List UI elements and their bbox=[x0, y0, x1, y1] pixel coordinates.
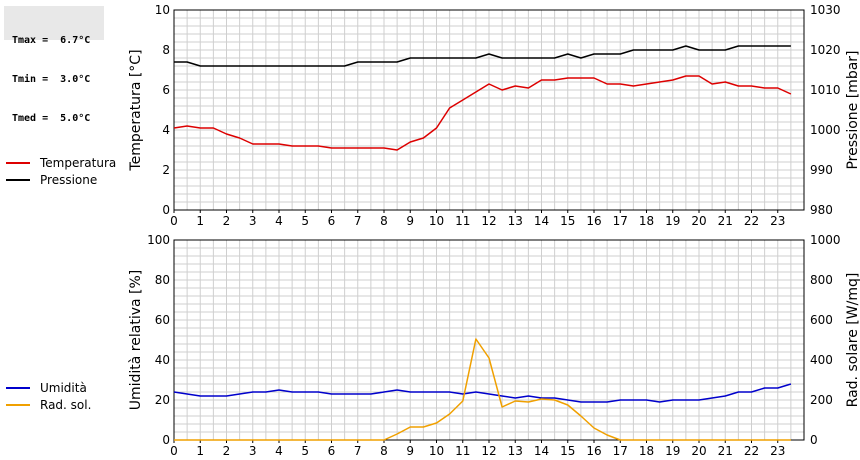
legend-label-umidita: Umidità bbox=[40, 380, 87, 395]
panel2-ytick-left-label: 100 bbox=[147, 233, 170, 247]
panel2-xtick-label: 7 bbox=[354, 444, 362, 458]
panel2-ylabel-left: Umidità relativa [%] bbox=[128, 270, 144, 411]
legend-label-rad-sol: Rad. sol. bbox=[40, 397, 92, 412]
panel1-xtick-label: 7 bbox=[354, 214, 362, 228]
panel1-xtick-label: 18 bbox=[639, 214, 654, 228]
panel1-ytick-left-label: 2 bbox=[162, 163, 170, 177]
series-line-temperatura bbox=[173, 75, 792, 151]
legend-label-temperatura: Temperatura bbox=[40, 155, 117, 170]
panel1-xtick-label: 23 bbox=[770, 214, 785, 228]
panel2-xtick-label: 0 bbox=[170, 444, 178, 458]
panel2-ytick-left-label: 20 bbox=[155, 393, 170, 407]
panel2-ytick-right-label: 1000 bbox=[810, 233, 841, 247]
panel2-xtick-label: 5 bbox=[301, 444, 309, 458]
panel1-ytick-right-label: 1010 bbox=[810, 83, 841, 97]
panel2-ytick-right-label: 600 bbox=[810, 313, 833, 327]
panel1-ylabel-right: Pressione [mbar] bbox=[845, 50, 860, 169]
legend-item-pressione: Pressione bbox=[6, 171, 116, 188]
legend-item-umidita: Umidità bbox=[6, 379, 91, 396]
panel1-ytick-right-label: 1020 bbox=[810, 43, 841, 57]
panel2-xtick-label: 23 bbox=[770, 444, 785, 458]
panel1-ytick-left-label: 0 bbox=[162, 203, 170, 217]
stats-box: Tmax = 6.7°C Tmin = 3.0°C Tmed = 5.0°C bbox=[4, 6, 104, 124]
panel2-ytick-right-label: 400 bbox=[810, 353, 833, 367]
temperatura-swatch bbox=[6, 161, 30, 164]
legend-item-rad-sol: Rad. sol. bbox=[6, 396, 91, 413]
tmax-stat: Tmax = 6.7°C bbox=[12, 35, 91, 46]
panel2-ytick-right-label: 0 bbox=[810, 433, 818, 447]
panel2-ylabel-right: Rad. solare [W/mq] bbox=[845, 273, 860, 408]
panel1-ytick-right-label: 1030 bbox=[810, 3, 841, 17]
legend-bottom: Umidità Rad. sol. bbox=[6, 379, 91, 413]
panel1-xtick-label: 14 bbox=[534, 214, 549, 228]
panel1-xtick-label: 13 bbox=[508, 214, 523, 228]
panel2-xtick-label: 21 bbox=[718, 444, 733, 458]
panel1-xtick-label: 11 bbox=[455, 214, 470, 228]
panel2-ytick-left-label: 40 bbox=[155, 353, 170, 367]
panel1-ytick-left-label: 6 bbox=[162, 83, 170, 97]
panel2-xtick-label: 2 bbox=[223, 444, 231, 458]
panel1-xtick-label: 5 bbox=[301, 214, 309, 228]
pressione-swatch bbox=[6, 178, 30, 181]
panel2-xtick-label: 17 bbox=[613, 444, 628, 458]
panel1-ytick-left-label: 10 bbox=[155, 3, 170, 17]
panel2-xtick-label: 16 bbox=[586, 444, 601, 458]
panel1-xtick-label: 22 bbox=[744, 214, 759, 228]
legend-item-temperatura: Temperatura bbox=[6, 154, 116, 171]
legend-label-pressione: Pressione bbox=[40, 172, 98, 187]
panel1-xtick-label: 17 bbox=[613, 214, 628, 228]
panel2-xtick-label: 10 bbox=[429, 444, 444, 458]
tmin-stat: Tmin = 3.0°C bbox=[12, 74, 91, 85]
series-line-rad-sol bbox=[174, 338, 791, 441]
panel2-xtick-label: 22 bbox=[744, 444, 759, 458]
panel2-xtick-label: 14 bbox=[534, 444, 549, 458]
series-line-pressione bbox=[174, 45, 791, 67]
panel1-xtick-label: 3 bbox=[249, 214, 257, 228]
panel1-xtick-label: 21 bbox=[718, 214, 733, 228]
panel1-xtick-label: 1 bbox=[196, 214, 204, 228]
umidita-swatch bbox=[6, 386, 30, 389]
panel2-xtick-label: 12 bbox=[481, 444, 496, 458]
rad-sol-swatch bbox=[6, 403, 30, 406]
panel1-xtick-label: 20 bbox=[691, 214, 706, 228]
panel1-xtick-label: 2 bbox=[223, 214, 231, 228]
panel1-ytick-left-label: 8 bbox=[162, 43, 170, 57]
panel2-ytick-right-label: 200 bbox=[810, 393, 833, 407]
panel1-xtick-label: 19 bbox=[665, 214, 680, 228]
series-line-umidita bbox=[173, 383, 792, 403]
panel1-xtick-label: 0 bbox=[170, 214, 178, 228]
panel2-xtick-label: 3 bbox=[249, 444, 257, 458]
panel2-xtick-label: 11 bbox=[455, 444, 470, 458]
panel1-xtick-label: 9 bbox=[406, 214, 414, 228]
panel2-ytick-left-label: 80 bbox=[155, 273, 170, 287]
panel2-xtick-label: 4 bbox=[275, 444, 283, 458]
legend-top: Temperatura Pressione bbox=[6, 154, 116, 188]
tmed-stat: Tmed = 5.0°C bbox=[12, 113, 91, 124]
panel1-xtick-label: 8 bbox=[380, 214, 388, 228]
panel1-xtick-label: 6 bbox=[328, 214, 336, 228]
panel1-xtick-label: 16 bbox=[586, 214, 601, 228]
panel1-xtick-label: 10 bbox=[429, 214, 444, 228]
panel1-ytick-right-label: 980 bbox=[810, 203, 833, 217]
panel1-ylabel-left: Temperatura [°C] bbox=[128, 49, 144, 171]
panel2-xtick-label: 1 bbox=[196, 444, 204, 458]
panel2-xtick-label: 8 bbox=[380, 444, 388, 458]
panel2-xtick-label: 13 bbox=[508, 444, 523, 458]
panel2-ytick-right-label: 800 bbox=[810, 273, 833, 287]
panel2-ytick-left-label: 60 bbox=[155, 313, 170, 327]
panel2-xtick-label: 15 bbox=[560, 444, 575, 458]
panel2-xtick-label: 20 bbox=[691, 444, 706, 458]
panel2-xtick-label: 18 bbox=[639, 444, 654, 458]
panel1-xtick-label: 12 bbox=[481, 214, 496, 228]
panel1-ytick-right-label: 990 bbox=[810, 163, 833, 177]
panel1-xtick-label: 4 bbox=[275, 214, 283, 228]
panel1-ytick-left-label: 4 bbox=[162, 123, 170, 137]
panel2-xtick-label: 6 bbox=[328, 444, 336, 458]
panel1-xtick-label: 15 bbox=[560, 214, 575, 228]
panel2-xtick-label: 9 bbox=[406, 444, 414, 458]
panel1-ytick-right-label: 1000 bbox=[810, 123, 841, 137]
panel2-xtick-label: 19 bbox=[665, 444, 680, 458]
panel2-ytick-left-label: 0 bbox=[162, 433, 170, 447]
